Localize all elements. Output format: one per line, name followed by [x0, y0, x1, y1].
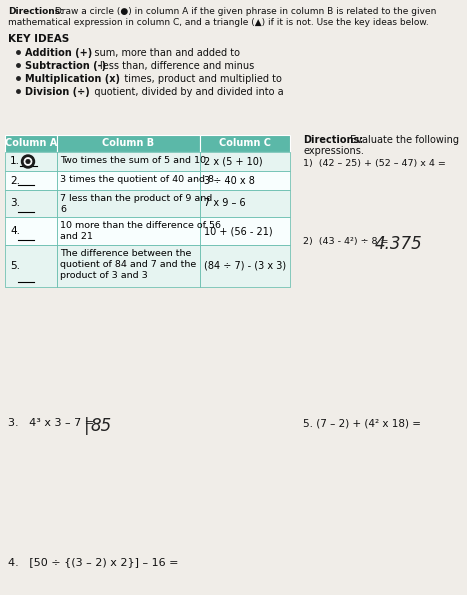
Bar — [57, 245, 200, 287]
Text: 2 x (5 + 10): 2 x (5 + 10) — [204, 156, 262, 167]
Bar — [200, 217, 290, 245]
Text: Addition (+): Addition (+) — [25, 48, 92, 58]
Text: Two times the sum of 5 and 10: Two times the sum of 5 and 10 — [60, 156, 206, 165]
Text: 2.: 2. — [10, 176, 20, 186]
Bar — [200, 171, 290, 190]
Bar — [57, 190, 200, 217]
Text: (84 ÷ 7) - (3 x 3): (84 ÷ 7) - (3 x 3) — [204, 261, 286, 271]
Text: 7 less than the product of 9 and
6: 7 less than the product of 9 and 6 — [60, 194, 212, 214]
Text: 4.   [50 ÷ {(3 – 2) x 2}] – 16 =: 4. [50 ÷ {(3 – 2) x 2}] – 16 = — [8, 557, 178, 567]
Text: times, product and multiplied to: times, product and multiplied to — [115, 74, 282, 84]
Bar — [57, 135, 200, 152]
Text: 85: 85 — [90, 417, 111, 435]
Text: |: | — [84, 417, 90, 435]
Text: expressions.: expressions. — [303, 146, 364, 156]
Text: Directions:: Directions: — [303, 135, 363, 145]
Text: 3.: 3. — [10, 199, 20, 208]
Text: Column B: Column B — [102, 139, 155, 149]
Text: 1.: 1. — [10, 156, 20, 167]
Text: 3 ÷ 40 x 8: 3 ÷ 40 x 8 — [204, 176, 255, 186]
Text: 3 times the quotient of 40 and 8: 3 times the quotient of 40 and 8 — [60, 175, 214, 184]
Text: 1)  (42 – 25) + (52 – 47) x 4 =: 1) (42 – 25) + (52 – 47) x 4 = — [303, 159, 446, 168]
Text: Directions:: Directions: — [8, 7, 64, 16]
Text: mathematical expression in column C, and a triangle (▲) if it is not. Use the ke: mathematical expression in column C, and… — [8, 18, 429, 27]
Bar — [5, 217, 57, 245]
Bar — [5, 135, 57, 152]
Text: 5.: 5. — [10, 261, 20, 271]
Text: 4.375: 4.375 — [375, 235, 423, 253]
Bar — [57, 171, 200, 190]
Bar — [57, 217, 200, 245]
Text: Draw a circle (●) in column A if the given phrase in column B is related to the : Draw a circle (●) in column A if the giv… — [52, 7, 436, 16]
Text: Division (÷): Division (÷) — [25, 87, 90, 97]
Text: 4.: 4. — [10, 226, 20, 236]
Text: Column C: Column C — [219, 139, 271, 149]
Text: quotient, divided by and divided into a: quotient, divided by and divided into a — [85, 87, 283, 97]
Text: 2)  (43 - 4²) ÷ 8 =: 2) (43 - 4²) ÷ 8 = — [303, 237, 389, 246]
Text: Column A: Column A — [5, 139, 57, 149]
Text: 10 more than the difference of 56
and 21: 10 more than the difference of 56 and 21 — [60, 221, 221, 241]
Circle shape — [26, 159, 30, 164]
Text: 3.   4³ x 3 – 7 =: 3. 4³ x 3 – 7 = — [8, 418, 94, 428]
Text: 10 + (56 - 21): 10 + (56 - 21) — [204, 226, 273, 236]
Bar — [200, 135, 290, 152]
Text: 5. (7 – 2) + (4² x 18) =: 5. (7 – 2) + (4² x 18) = — [303, 418, 421, 428]
Text: Evaluate the following: Evaluate the following — [347, 135, 459, 145]
Bar — [5, 245, 57, 287]
Bar — [200, 190, 290, 217]
Text: Subtraction (-): Subtraction (-) — [25, 61, 106, 71]
Bar — [5, 171, 57, 190]
Bar — [57, 152, 200, 171]
Text: 7 x 9 – 6: 7 x 9 – 6 — [204, 199, 246, 208]
Circle shape — [24, 158, 32, 165]
Text: less than, difference and minus: less than, difference and minus — [100, 61, 254, 71]
Bar — [5, 152, 57, 171]
Text: KEY IDEAS: KEY IDEAS — [8, 34, 69, 44]
Bar — [5, 190, 57, 217]
Bar — [200, 245, 290, 287]
Text: Multiplication (x): Multiplication (x) — [25, 74, 120, 84]
Bar — [200, 152, 290, 171]
Circle shape — [21, 155, 35, 168]
Text: sum, more than and added to: sum, more than and added to — [85, 48, 240, 58]
Text: The difference between the
quotient of 84 and 7 and the
product of 3 and 3: The difference between the quotient of 8… — [60, 249, 196, 280]
